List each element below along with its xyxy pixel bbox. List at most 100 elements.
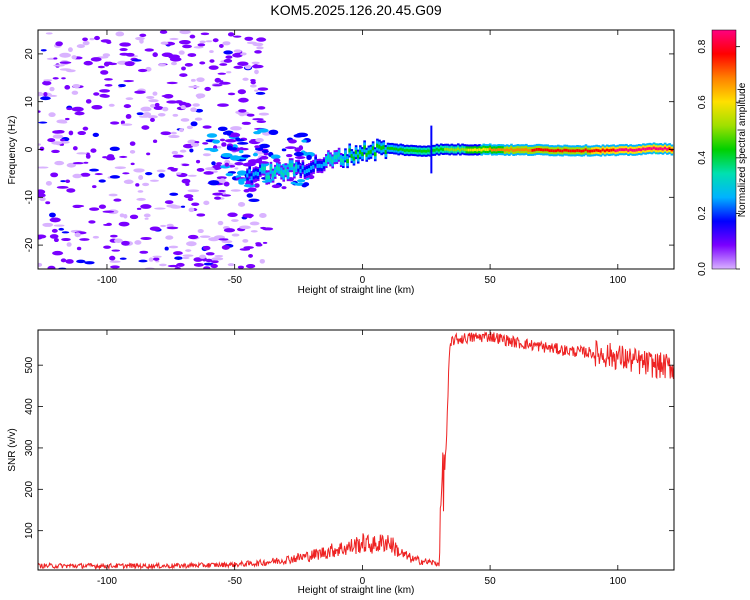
spectrogram-noise-cell [52,77,59,80]
spectrogram-noise-cell [231,147,238,151]
spectrogram-noise-cell [149,103,157,108]
spectrogram-noise-cell [202,153,211,157]
spectrogram-noise-cell [199,254,207,259]
spectrogram-noise-cell [98,204,107,209]
spectrogram-noise-cell [227,92,236,96]
spectrogram-signal-core [342,159,345,164]
spectrogram-signal-core [557,148,560,152]
spectrogram-signal-core [508,149,511,152]
spectrogram-noise-cell [38,234,43,240]
spectrogram-noise-cell [225,55,233,59]
spectrogram-noise-cell [144,48,154,52]
spectrogram-noise-cell [227,263,235,267]
spectrogram-noise-cell [186,241,197,247]
spectrogram-noise-cell [239,225,251,230]
spectrogram-signal-core [261,166,264,171]
spectrogram-signal-core [312,164,315,169]
spectrogram-signal-core [439,147,443,151]
spectrogram-signal-core [305,169,309,174]
spectrogram-signal-core [259,167,262,172]
spectrogram-noise-cell [268,129,279,135]
spectrogram-signal-core [271,173,275,178]
spectrogram-noise-cell [82,126,89,131]
spectrogram-noise-cell [243,246,254,249]
spectrogram-signal-core [465,148,469,152]
spectrogram-noise-cell [49,217,61,223]
spectrogram-noise-cell [47,138,56,143]
spectrogram-signal-core [554,149,558,153]
spectrogram-signal-core [565,148,569,152]
spectrogram-noise-cell [174,256,183,260]
spectrogram-signal-core [578,149,581,153]
spectrogram-noise-cell [212,38,219,43]
spectrogram-noise-cell [119,213,125,218]
spectrogram-noise-cell [119,48,128,52]
spectrogram-noise-cell [134,90,146,94]
spectrogram-noise-cell [293,133,304,138]
spectrogram-signal-core [295,165,298,170]
spectrogram-noise-cell [297,179,306,183]
spectrogram-noise-cell [179,128,184,133]
x-tick-label: 50 [485,576,497,587]
spectrogram-signal-core [329,157,332,162]
spectrogram-noise-cell [203,171,214,175]
spectrogram-noise-cell [72,204,82,209]
spectrogram-noise-cell [139,33,147,38]
spectrogram-noise-cell [38,91,43,97]
spectrogram-noise-cell [39,146,45,151]
spectrogram-noise-cell [195,108,204,113]
spectrogram-signal-core [405,148,409,152]
spectrogram-signal-core [280,170,283,175]
spectrogram-signal-core [450,147,454,151]
spectrogram-signal-core [620,148,624,152]
spectrogram-noise-cell [216,176,227,180]
spectrogram-noise-cell [64,85,71,90]
spectrogram-signal-core [346,159,349,164]
spectrogram-noise-cell [104,78,113,81]
spectrogram-noise-cell [231,219,239,222]
spectrogram-signal-core [635,148,639,152]
spectrogram-noise-cell [134,240,142,245]
spectrogram-noise-cell [139,250,149,254]
spectrogram-signal-core [322,162,326,167]
spectrogram-noise-cell [248,253,253,258]
spectrogram-signal-core [254,171,258,176]
spectrogram-noise-cell [83,161,89,164]
spectrogram-noise-cell [181,178,191,184]
spectrogram-noise-cell [148,99,159,103]
spectrogram-noise-cell [186,125,193,130]
spectrogram-noise-cell [80,172,91,177]
spectrogram-noise-cell [203,200,210,206]
spectrogram-noise-cell [212,139,221,144]
spectrogram-noise-cell [187,234,199,240]
spectrogram-noise-cell [214,254,224,258]
figure-title: KOM5.2025.126.20.45.G09 [270,2,441,18]
spectrogram-signal-core [288,163,292,168]
spectrogram-noise-cell [244,36,254,41]
spectrogram-noise-cell [43,79,53,82]
spectrogram-signal-core [610,148,613,152]
spectrogram-signal-core [637,148,641,151]
spectrogram-noise-cell [82,40,90,46]
spectrogram-noise-cell [246,193,254,198]
spectrogram-noise-cell [76,259,86,264]
spectrogram-noise-cell [234,161,244,166]
spectrogram-noise-cell [233,65,244,69]
spectrogram-noise-cell [43,92,48,97]
spectrogram-signal-core [416,149,420,153]
spectrogram-noise-cell [162,106,169,112]
spectrogram-signal-core [482,147,486,151]
spectrogram-noise-cell [167,264,180,268]
spectrogram-noise-cell [235,137,241,141]
spectrogram-signal-core [495,148,498,152]
spectrogram-noise-cell [53,64,65,67]
spectrogram-noise-cell [209,59,215,63]
spectrogram-signal-core [614,149,618,153]
spectrogram-noise-cell [196,213,206,217]
spectrogram-signal-core [286,172,290,177]
spectrogram-noise-cell [65,179,71,184]
spectrogram-noise-cell [214,196,221,200]
spectrogram-signal-core [588,149,592,153]
spectrogram-signal-core [478,148,481,152]
spectrogram-signal-core [331,159,334,164]
